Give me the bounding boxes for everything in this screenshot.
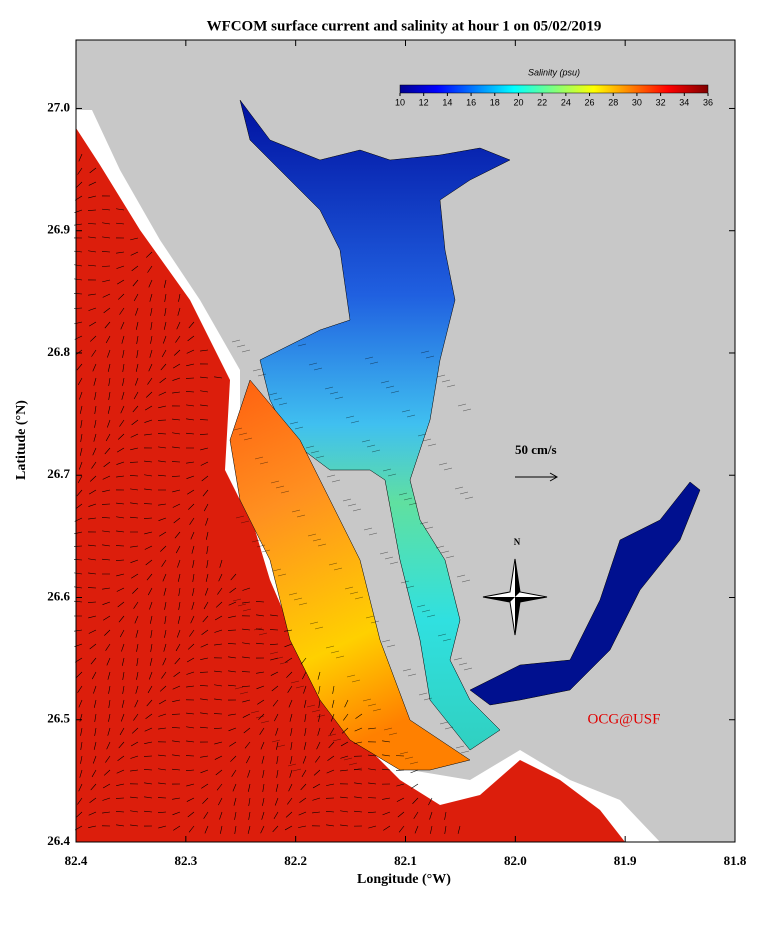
scale-arrow-label: 50 cm/s bbox=[515, 442, 557, 457]
colorbar bbox=[400, 85, 708, 93]
y-tick-label: 26.9 bbox=[47, 222, 70, 237]
x-axis-label: Longitude (°W) bbox=[357, 872, 451, 887]
colorbar-tick-label: 12 bbox=[419, 97, 429, 107]
y-tick-label: 26.5 bbox=[47, 711, 70, 726]
colorbar-tick-label: 28 bbox=[608, 97, 618, 107]
colorbar-tick-label: 22 bbox=[537, 97, 547, 107]
y-tick-label: 26.6 bbox=[47, 588, 70, 603]
colorbar-tick-label: 34 bbox=[679, 97, 689, 107]
colorbar-tick-label: 10 bbox=[395, 97, 405, 107]
x-tick-label: 82.3 bbox=[174, 853, 197, 868]
colorbar-tick-label: 26 bbox=[585, 97, 595, 107]
colorbar-tick-label: 30 bbox=[632, 97, 642, 107]
x-tick-label: 82.2 bbox=[284, 853, 307, 868]
x-tick-label: 82.1 bbox=[394, 853, 417, 868]
y-tick-label: 27.0 bbox=[47, 99, 70, 114]
colorbar-tick-label: 20 bbox=[513, 97, 523, 107]
y-tick-label: 26.8 bbox=[47, 344, 70, 359]
y-tick-label: 26.4 bbox=[47, 833, 70, 848]
x-tick-label: 82.0 bbox=[504, 853, 527, 868]
title: WFCOM surface current and salinity at ho… bbox=[207, 18, 602, 34]
compass-label: N bbox=[514, 537, 521, 547]
x-tick-label: 81.9 bbox=[614, 853, 637, 868]
colorbar-tick-label: 16 bbox=[466, 97, 476, 107]
colorbar-tick-label: 32 bbox=[656, 97, 666, 107]
colorbar-tick-label: 36 bbox=[703, 97, 713, 107]
y-axis-label: Latitude (°N) bbox=[14, 400, 29, 480]
credit: OCG@USF bbox=[587, 711, 660, 727]
colorbar-tick-label: 18 bbox=[490, 97, 500, 107]
x-tick-label: 82.4 bbox=[65, 853, 88, 868]
x-tick-label: 81.8 bbox=[724, 853, 747, 868]
colorbar-tick-label: 24 bbox=[561, 97, 571, 107]
y-tick-label: 26.7 bbox=[47, 466, 70, 481]
colorbar-label: Salinity (psu) bbox=[528, 67, 580, 77]
colorbar-tick-label: 14 bbox=[442, 97, 452, 107]
